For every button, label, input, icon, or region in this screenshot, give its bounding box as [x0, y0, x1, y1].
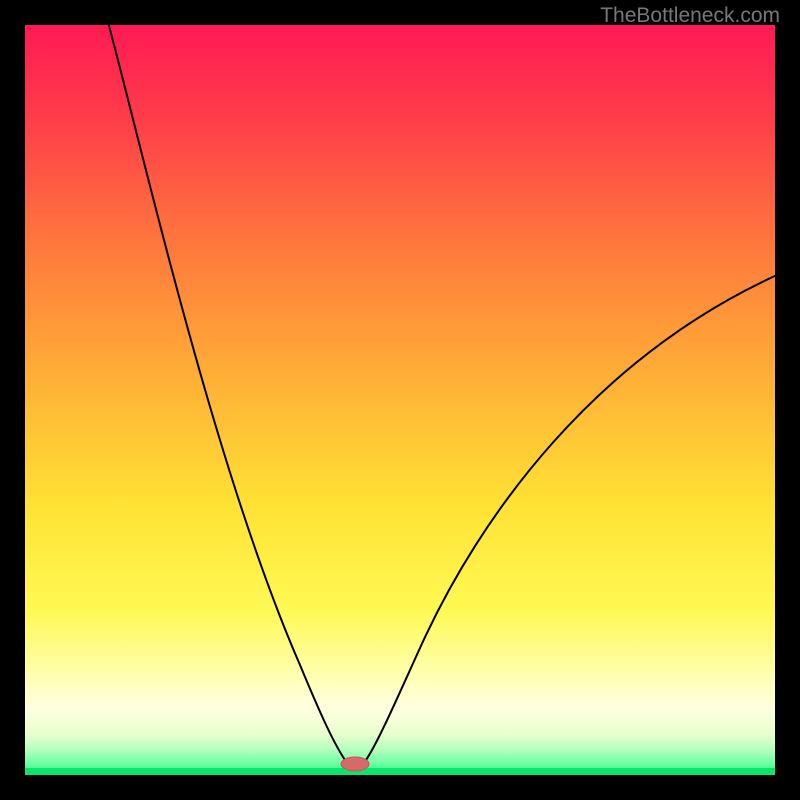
- chart-container: TheBottleneck.com: [0, 0, 800, 800]
- optimum-marker: [341, 757, 369, 771]
- watermark-text: TheBottleneck.com: [600, 4, 780, 28]
- bottom-green-band: [25, 768, 775, 775]
- chart-svg: [0, 0, 800, 800]
